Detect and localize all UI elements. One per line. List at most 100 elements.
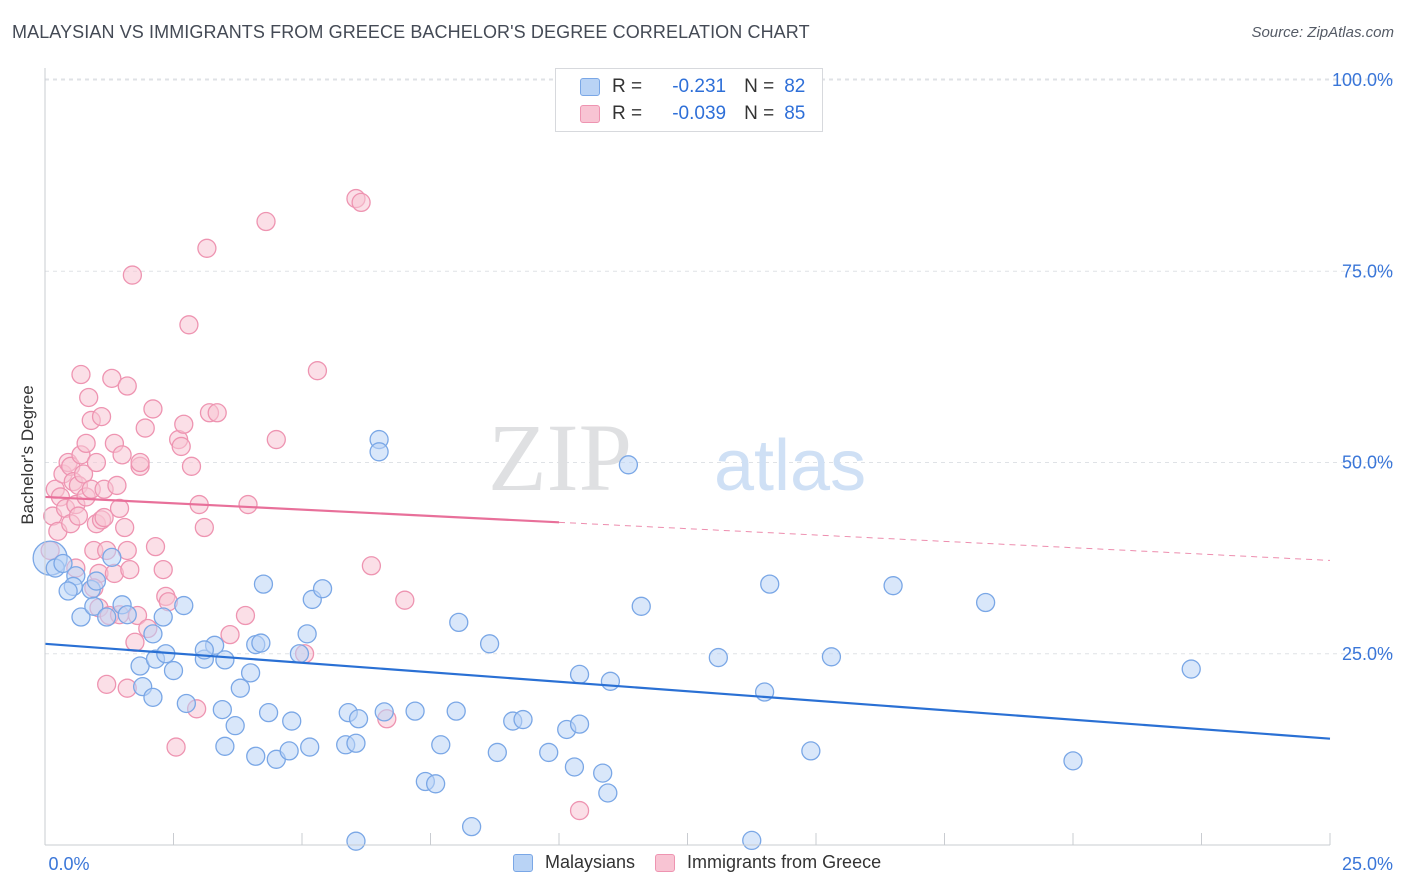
legend-item-greece[interactable]: Immigrants from Greece (655, 852, 881, 873)
malaysians-point (461, 816, 482, 837)
malaysians-point (282, 711, 302, 731)
malaysians-point (348, 709, 369, 729)
malaysians-point (117, 605, 137, 625)
trend-layer (44, 495, 1331, 740)
malaysians-point (487, 742, 507, 763)
malaysians-point (479, 634, 500, 654)
greece-point (122, 265, 143, 285)
greece-point (238, 494, 258, 515)
greece-point (76, 433, 96, 454)
malaysians-point (297, 624, 317, 644)
malaysians-point (374, 702, 394, 722)
malaysians-point (425, 774, 446, 794)
greece-point (145, 537, 166, 557)
series-legend: Malaysians Immigrants from Greece (513, 852, 901, 873)
r-value: -0.039 (672, 103, 727, 124)
malaysians-point (742, 830, 762, 851)
greece-point (179, 315, 199, 335)
greece-point (91, 406, 112, 427)
stats-legend: R = -0.231 N = 82 R = -0.039 N = 85 (555, 68, 823, 132)
malaysians-point (405, 701, 425, 721)
greece-point (143, 399, 163, 419)
malaysians-point (143, 687, 163, 708)
y-tick-label: 50.0% (1342, 453, 1393, 473)
malaysians-point (1181, 659, 1201, 679)
malaysians-point (369, 442, 389, 462)
malaysians-point (53, 553, 73, 574)
greece-point (97, 674, 117, 694)
legend-swatch-pink (580, 105, 600, 123)
malaysians-point (230, 678, 250, 698)
malaysians-point (174, 595, 194, 616)
malaysians-point (246, 746, 266, 766)
greece-point (569, 800, 590, 821)
r-label: R = (612, 76, 643, 97)
watermark-atlas: atlas (714, 426, 866, 506)
grid-layer (45, 78, 1393, 655)
stats-row-greece: R = -0.039 N = 85 (580, 102, 805, 126)
r-value: -0.231 (672, 76, 727, 97)
malaysians-point (569, 714, 590, 734)
malaysians-point (86, 571, 107, 591)
y-tick-label: 100.0% (1332, 70, 1393, 90)
malaysians-point (708, 647, 728, 668)
malaysians-trend-line (44, 642, 1331, 740)
axis-layer: 25.0% 50.0% 75.0% 100.0% 0.0% 25.0% (44, 68, 1393, 874)
greece-point (181, 456, 202, 476)
greece-point (266, 429, 286, 450)
malaysians-point (801, 741, 821, 761)
x-tick-label: 0.0% (48, 854, 89, 874)
greece-point (351, 192, 371, 213)
greece-point (94, 507, 114, 528)
greece-trend-line (44, 495, 560, 524)
malaysians-point (821, 647, 842, 667)
greece-point (112, 445, 132, 465)
malaysians-point (975, 592, 996, 613)
greece-point (174, 414, 194, 434)
malaysians-point (1063, 751, 1083, 771)
malaysians-point (446, 701, 466, 721)
malaysians-point (431, 735, 451, 755)
malaysians-point (598, 783, 618, 803)
malaysians-point (618, 455, 639, 475)
malaysians-point (84, 596, 104, 616)
watermark-zip: ZIP (488, 404, 632, 511)
malaysians-point (258, 703, 279, 723)
stats-row-malaysians: R = -0.231 N = 82 (580, 75, 805, 99)
greece-point (109, 498, 130, 519)
malaysians-point (215, 736, 235, 756)
greece-point (71, 364, 91, 385)
greece-point (220, 624, 240, 645)
malaysians-point (225, 716, 245, 736)
malaysians-point (346, 831, 366, 851)
greece-point (395, 590, 415, 610)
malaysians-point (253, 574, 274, 594)
greece-point (207, 403, 227, 423)
greece-point (171, 436, 191, 457)
greece-point (102, 368, 122, 389)
malaysians-point (163, 660, 184, 681)
malaysians-point (631, 596, 651, 616)
greece-point (73, 464, 94, 484)
greece-point (135, 418, 155, 438)
greece-point (79, 387, 99, 408)
legend-item-malaysians[interactable]: Malaysians (513, 852, 635, 873)
legend-swatch-blue (513, 853, 533, 872)
greece-point (166, 737, 186, 757)
malaysians-point (279, 741, 299, 761)
x-tick-label: 25.0% (1342, 854, 1393, 874)
malaysians-point (97, 607, 117, 627)
greece-point (68, 506, 89, 526)
n-value: 82 (784, 76, 806, 97)
legend-swatch-pink (655, 853, 676, 872)
malaysians-point (564, 757, 585, 777)
y-tick-label: 25.0% (1342, 644, 1393, 664)
chart-title: MALAYSIAN VS IMMIGRANTS FROM GREECE BACH… (12, 22, 810, 42)
legend-label-malaysians: Malaysians (545, 852, 636, 872)
malaysians-point (102, 547, 122, 568)
malaysians-point (600, 671, 621, 691)
legend-label-greece: Immigrants from Greece (687, 852, 882, 872)
malaysians-point (240, 663, 261, 683)
greece-point (107, 475, 127, 496)
